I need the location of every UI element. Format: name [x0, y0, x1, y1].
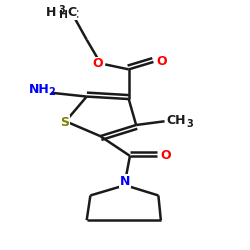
- Text: C: C: [68, 6, 77, 19]
- Text: N: N: [120, 175, 130, 188]
- Text: NH: NH: [29, 83, 50, 96]
- Text: 2: 2: [48, 87, 55, 97]
- Text: 3: 3: [58, 5, 65, 15]
- Text: O: O: [92, 58, 103, 70]
- Text: O: O: [160, 149, 170, 162]
- Text: H: H: [58, 10, 68, 20]
- Text: S: S: [60, 116, 69, 129]
- Text: O: O: [157, 55, 168, 68]
- Text: H: H: [46, 6, 56, 19]
- Text: CH: CH: [166, 114, 186, 126]
- Text: ₃C: ₃C: [67, 10, 80, 20]
- Text: 3: 3: [186, 119, 193, 129]
